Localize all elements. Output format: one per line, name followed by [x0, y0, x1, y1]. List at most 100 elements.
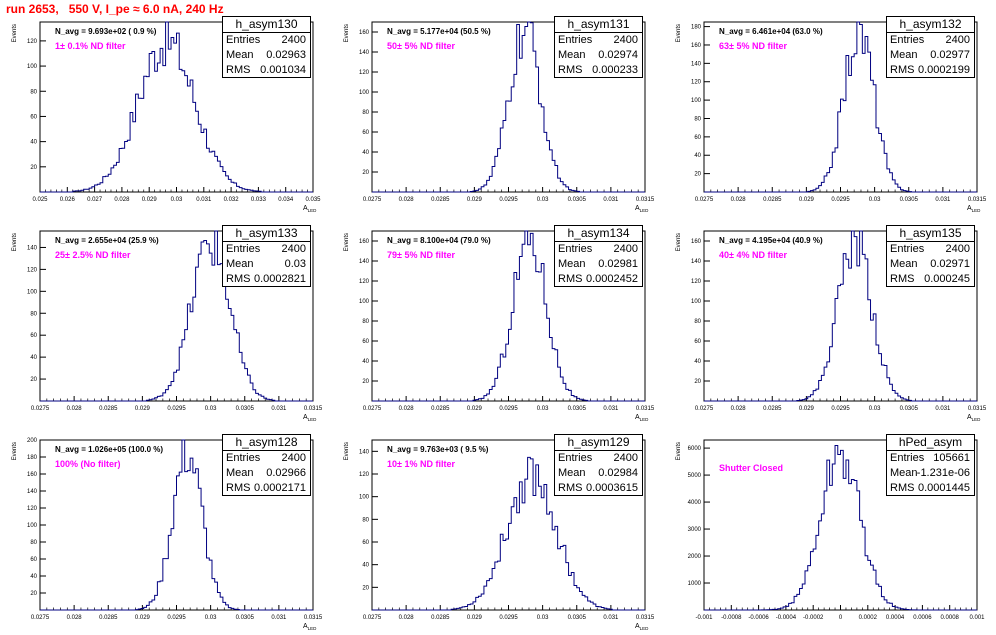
- histogram-line: [704, 230, 977, 402]
- x-tick-label: 0.0285: [99, 615, 118, 621]
- x-tick-label: 0.029: [135, 406, 151, 412]
- x-tick-label: 0.029: [135, 615, 151, 621]
- filter-label: 40± 4% ND filter: [719, 250, 787, 260]
- x-tick-label: 0.0295: [499, 197, 518, 203]
- y-tick-label: 60: [694, 339, 701, 345]
- x-tick-label: 0.028: [399, 406, 415, 412]
- x-tick-label: 0.035: [305, 197, 321, 203]
- x-tick-label: 0.03: [171, 197, 183, 203]
- x-tick-label: 0.0315: [304, 615, 323, 621]
- stats-box: h_asym134 Entries 2400 Mean 0.02981 RMS 0.0002…: [554, 225, 643, 287]
- stats-row-mean: Mean 0.02977: [887, 48, 974, 63]
- histogram-line: [704, 444, 977, 611]
- y-tick-label: 100: [691, 98, 702, 104]
- x-tick-label: 0.029: [467, 615, 483, 621]
- y-tick-label: 80: [30, 311, 37, 317]
- stats-row-rms: RMS 0.001034: [223, 63, 310, 78]
- y-tick-label: 160: [691, 43, 702, 49]
- x-tick-label: 0.029: [467, 197, 483, 203]
- y-tick-label: 3000: [688, 527, 702, 533]
- y-tick-label: 100: [359, 90, 370, 96]
- stats-value: 0.02963: [266, 49, 306, 61]
- stats-row-mean: Mean 0.03: [223, 257, 310, 272]
- navg-annotation: N_avg = 2.655e+04 (25.9 %): [55, 236, 159, 245]
- y-tick-label: 20: [30, 165, 37, 171]
- x-tick-label: 0.031: [935, 197, 951, 203]
- x-axis-label: ALED: [635, 205, 649, 213]
- stats-box: h_asym129 Entries 2400 Mean 0.02984 RMS 0.0003…: [554, 434, 643, 496]
- stats-key: Mean: [890, 49, 918, 61]
- y-axis-label: Events: [12, 24, 18, 42]
- x-tick-label: 0.031: [603, 406, 619, 412]
- y-tick-label: 140: [359, 259, 370, 265]
- y-tick-label: 100: [27, 64, 38, 70]
- histogram-panel: -0.001 -0.0008 -0.0006 -0.0004 -0.0002 0 0.000…: [664, 428, 996, 635]
- stats-row-mean: Mean 0.02963: [223, 48, 310, 63]
- x-tick-label: 0: [839, 615, 843, 621]
- histogram-name: h_asym135: [887, 226, 974, 242]
- stats-row-mean: Mean 0.02984: [555, 466, 642, 481]
- y-tick-label: 120: [359, 472, 370, 478]
- stats-key: Entries: [890, 452, 925, 464]
- stats-value: 2400: [281, 452, 306, 464]
- y-tick-label: 100: [27, 289, 38, 295]
- x-axis-label: ALED: [303, 623, 317, 631]
- stats-row-rms: RMS 0.0002199: [887, 63, 974, 78]
- stats-key: Mean: [558, 258, 586, 270]
- stats-value: 2400: [613, 452, 638, 464]
- x-tick-label: 0.0275: [695, 406, 714, 412]
- histogram-svg: 0.0275 0.028 0.0285 0.029 0.0295 0.03 0.0305 0.…: [344, 230, 655, 422]
- stats-key: RMS: [558, 64, 583, 76]
- stats-value: 2400: [945, 243, 970, 255]
- x-tick-label: 0.0295: [499, 615, 518, 621]
- y-tick-label: 180: [691, 25, 702, 31]
- histogram-name: h_asym133: [223, 226, 310, 242]
- x-tick-label: 0.034: [278, 197, 294, 203]
- stats-row-entries: Entries 2400: [887, 33, 974, 48]
- x-tick-label: 0.029: [799, 406, 815, 412]
- x-tick-label: 0.0305: [568, 406, 587, 412]
- filter-label: 100% (No filter): [55, 459, 121, 469]
- x-tick-label: 0.0305: [900, 406, 919, 412]
- stats-key: Mean: [558, 49, 586, 61]
- x-tick-label: 0.0006: [913, 615, 932, 621]
- y-tick-label: 60: [362, 130, 369, 136]
- y-tick-label: 120: [691, 80, 702, 86]
- x-tick-label: 0.029: [142, 197, 158, 203]
- y-tick-label: 40: [30, 140, 37, 146]
- y-axis-label: Events: [344, 233, 350, 251]
- y-tick-label: 40: [694, 153, 701, 159]
- stats-key: RMS: [558, 482, 583, 494]
- y-tick-label: 40: [362, 563, 369, 569]
- y-tick-label: 6000: [688, 446, 702, 452]
- y-tick-label: 140: [27, 489, 38, 495]
- y-tick-label: 140: [691, 61, 702, 67]
- x-tick-label: 0.0315: [636, 615, 655, 621]
- histogram-svg: 0.0275 0.028 0.0285 0.029 0.0295 0.03 0.0305 0.…: [344, 21, 655, 213]
- y-tick-label: 5000: [688, 473, 702, 479]
- navg-annotation: N_avg = 6.461e+04 (63.0 %): [719, 27, 823, 36]
- run-title: run 2653, 550 V, I_pe ≈ 6.0 nA, 240 Hz: [6, 2, 224, 16]
- histogram-line: [40, 439, 313, 611]
- histogram-panel: 0.0275 0.028 0.0285 0.029 0.0295 0.03 0.0305 0.…: [664, 219, 996, 426]
- y-tick-label: 60: [694, 135, 701, 141]
- histogram-svg: 0.025 0.026 0.027 0.028 0.029 0.03 0.031 0.032 0…: [12, 21, 321, 213]
- x-tick-label: 0.0305: [568, 197, 587, 203]
- stats-key: Mean: [226, 258, 254, 270]
- stats-key: Entries: [890, 34, 925, 46]
- stats-row-entries: Entries 2400: [555, 33, 642, 48]
- y-tick-label: 120: [27, 39, 38, 45]
- x-tick-label: 0.032: [224, 197, 240, 203]
- x-tick-label: 0.03: [537, 615, 549, 621]
- x-tick-label: 0.0305: [236, 615, 255, 621]
- stats-value: 0.0002452: [586, 273, 638, 285]
- histogram-line: [372, 456, 645, 611]
- histogram-panel: 0.0275 0.028 0.0285 0.029 0.0295 0.03 0.0305 0.…: [0, 219, 332, 426]
- x-tick-label: 0.026: [60, 197, 76, 203]
- histogram-line: [40, 230, 313, 402]
- histogram-line: [40, 21, 313, 193]
- x-tick-label: 0.0305: [568, 615, 587, 621]
- x-tick-label: 0.0275: [363, 615, 382, 621]
- x-tick-label: 0.0285: [763, 406, 782, 412]
- stats-box: hPed_asym Entries 105661 Mean -1.231e-06 RMS 0…: [886, 434, 975, 496]
